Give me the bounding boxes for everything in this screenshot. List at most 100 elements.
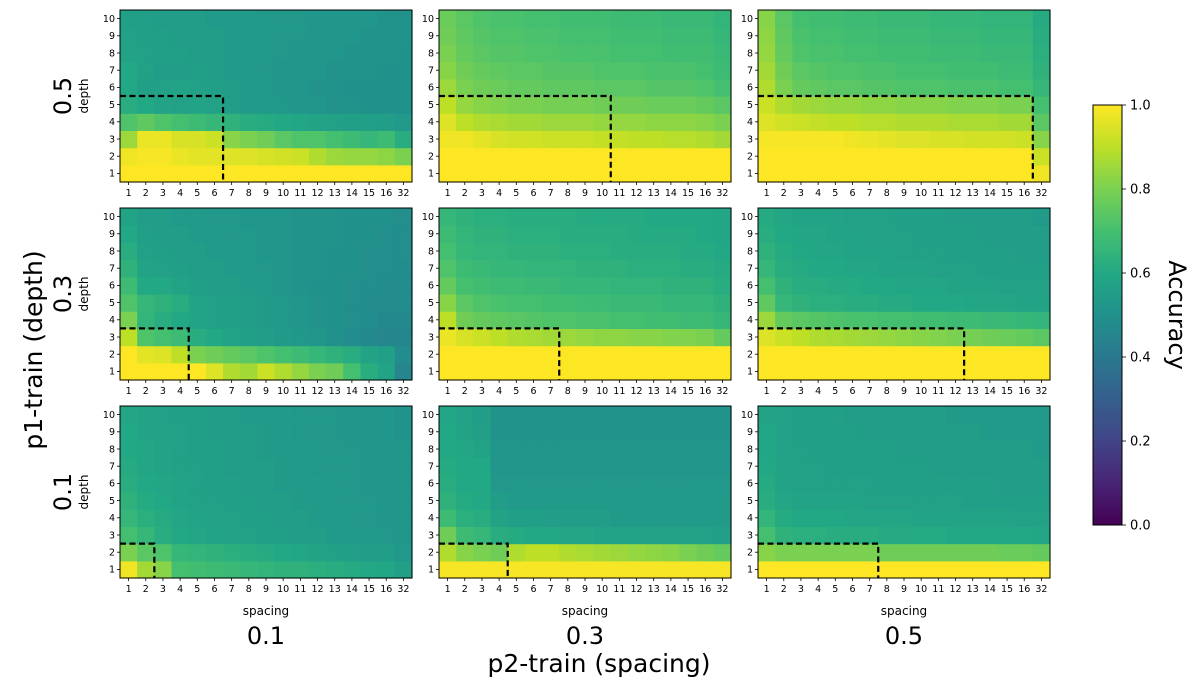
heatmap-cell: [861, 311, 879, 329]
heatmap-cell: [981, 543, 1000, 562]
heatmap-cell: [843, 130, 862, 149]
heatmap-cell: [559, 259, 578, 278]
heatmap-cell: [326, 543, 344, 562]
heatmap-cell: [171, 474, 190, 493]
heatmap-cell: [542, 164, 560, 183]
heatmap-cell: [507, 362, 526, 381]
heatmap-cell: [610, 423, 629, 441]
y-tick-label: 10: [422, 410, 434, 421]
heatmap-cell: [120, 423, 138, 441]
heatmap-cell: [758, 147, 776, 166]
heatmap-cell: [895, 406, 914, 424]
heatmap-cell: [809, 362, 828, 381]
heatmap-cell: [878, 78, 897, 97]
heatmap-cell: [291, 345, 310, 364]
heatmap-cell: [154, 96, 173, 114]
heatmap-cell: [679, 96, 698, 114]
heatmap-cell: [473, 492, 492, 510]
heatmap-cell: [929, 345, 948, 364]
heatmap-cell: [998, 96, 1017, 114]
heatmap-cell: [188, 294, 207, 312]
heatmap-cell: [394, 440, 413, 459]
heatmap-cell: [826, 259, 845, 278]
heatmap-cell: [946, 276, 965, 295]
heatmap-cell: [964, 259, 982, 278]
heatmap-cell: [964, 406, 982, 424]
heatmap-cell: [912, 113, 931, 131]
heatmap-cell: [645, 147, 663, 166]
heatmap-cell: [998, 543, 1017, 562]
heatmap-cell: [326, 259, 344, 278]
heatmap-cell: [627, 78, 646, 97]
heatmap-cell: [878, 44, 897, 63]
heatmap-cell: [205, 130, 224, 149]
x-tick-label: 6: [530, 188, 536, 199]
heatmap-cell: [843, 113, 862, 131]
heatmap-cell: [205, 44, 224, 63]
heatmap-cell: [861, 423, 879, 441]
heatmap-cell: [308, 225, 327, 243]
heatmap-cell: [240, 96, 259, 114]
heatmap-cell: [713, 61, 732, 80]
heatmap-cell: [394, 543, 413, 562]
heatmap-cell: [542, 96, 560, 114]
heatmap-cell: [274, 10, 293, 28]
heatmap-cell: [645, 474, 663, 493]
heatmap-cell: [826, 96, 845, 114]
heatmap-cell: [1015, 543, 1034, 562]
heatmap-cell: [998, 509, 1017, 527]
x-tick-label: 13: [967, 188, 979, 199]
heatmap-cell: [223, 113, 241, 131]
x-tick-label: 8: [565, 386, 571, 397]
heatmap-cell: [120, 27, 138, 45]
heatmap-cell: [240, 242, 259, 261]
x-tick-label: 2: [143, 584, 149, 595]
heatmap-cell: [792, 147, 811, 166]
heatmap-cell: [912, 406, 931, 424]
heatmap-cell: [240, 208, 259, 226]
heatmap-cell: [240, 492, 259, 510]
x-tick-label: 9: [901, 386, 907, 397]
heatmap-cell: [1015, 560, 1034, 579]
heatmap-cell: [326, 61, 344, 80]
heatmap-cell: [507, 225, 526, 243]
heatmap-cell: [981, 10, 1000, 28]
heatmap-cell: [809, 61, 828, 80]
heatmap-cell: [696, 96, 715, 114]
y-tick-label: 6: [109, 479, 115, 490]
heatmap-cell: [257, 311, 276, 329]
heatmap-cell: [308, 259, 327, 278]
heatmap-cell: [964, 440, 982, 459]
heatmap-cell: [326, 130, 344, 149]
heatmap-cell: [662, 294, 681, 312]
heatmap-cell: [775, 276, 793, 295]
heatmap-cell: [257, 27, 276, 45]
heatmap-cell: [610, 78, 629, 97]
heatmap-cell: [188, 44, 207, 63]
x-tick-label: 1: [445, 386, 451, 397]
heatmap-cell: [981, 276, 1000, 295]
x-tick-label: 16: [699, 584, 711, 595]
heatmap-cell: [1032, 543, 1051, 562]
heatmap-cell: [257, 492, 276, 510]
heatmap-cell: [912, 474, 931, 493]
heatmap-cell: [120, 560, 138, 579]
heatmap-cell: [473, 113, 492, 131]
heatmap-cell: [758, 164, 776, 183]
x-tick-label: 6: [530, 386, 536, 397]
heatmap-cell: [291, 509, 310, 527]
heatmap-cell: [878, 276, 897, 295]
y-tick-label: 2: [747, 350, 753, 361]
heatmap-cell: [627, 294, 646, 312]
heatmap-cell: [610, 259, 629, 278]
heatmap-cell: [360, 328, 379, 347]
heatmap-cell: [610, 96, 629, 114]
x-tick-label: 11: [932, 584, 944, 595]
heatmap-cell: [895, 225, 914, 243]
heatmap-cell: [205, 242, 224, 261]
x-tick-label: 14: [346, 386, 358, 397]
heatmap-cell: [981, 242, 1000, 261]
heatmap-cell: [593, 492, 612, 510]
heatmap-cell: [439, 242, 457, 261]
heatmap-cell: [542, 27, 560, 45]
